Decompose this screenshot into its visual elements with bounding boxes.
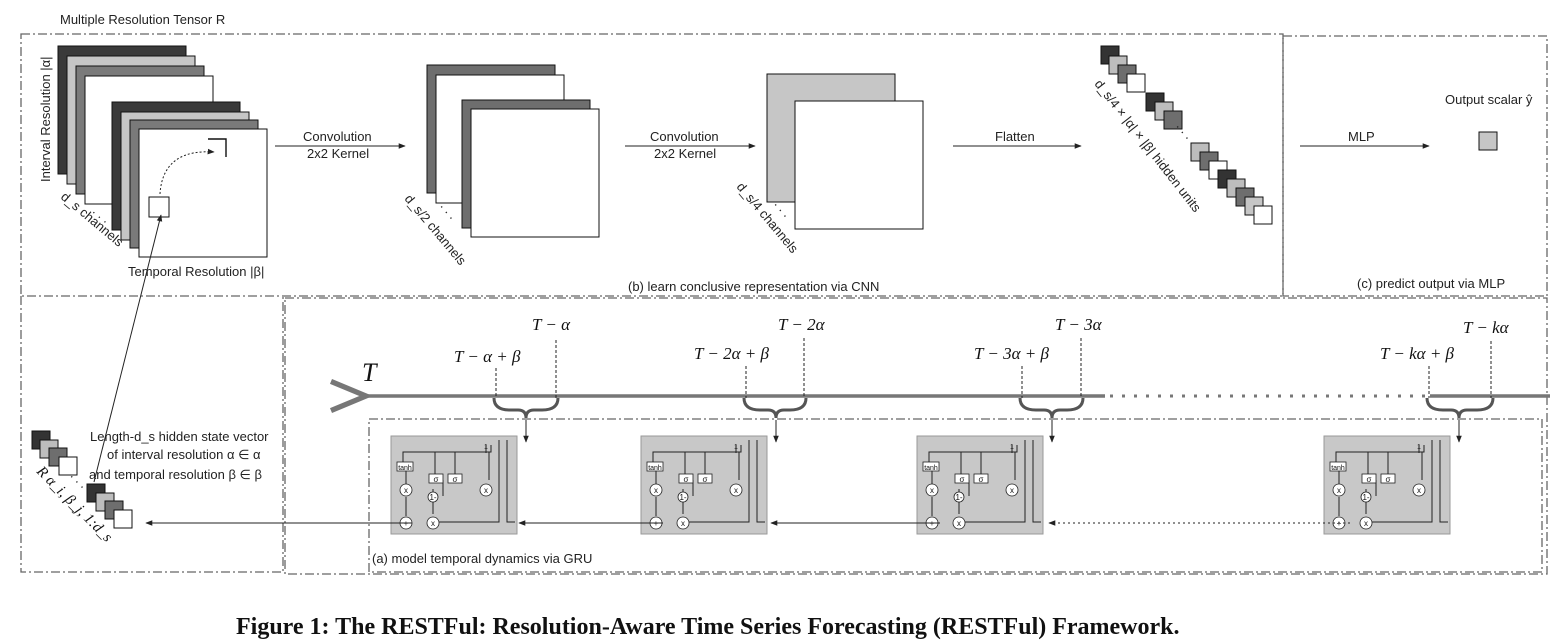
multiply-node: x: [1010, 486, 1014, 495]
multiply-node: x: [1364, 519, 1368, 528]
time-brace: [1425, 397, 1495, 419]
conv2-front-sheet: [794, 100, 924, 230]
mlp-section-border: [1282, 35, 1548, 297]
conv2-label-line1: Convolution: [650, 129, 719, 144]
time-label-top: T − 3α: [1055, 315, 1103, 334]
top-label: Multiple Resolution Tensor R: [60, 12, 225, 27]
sigma-label: σ: [684, 475, 689, 484]
mlp-block: MLP Output scalar ŷ: [1300, 92, 1533, 151]
conv2-label-line2: 2x2 Kernel: [654, 146, 716, 161]
time-label-bottom: T − 3α + β: [974, 344, 1050, 363]
mlp-label: MLP: [1348, 129, 1375, 144]
one-minus-node: 1-: [955, 493, 962, 502]
timeline-axis-label: T: [362, 358, 378, 387]
hidden-state-line1: Length-d_s hidden state vector: [90, 429, 269, 444]
sigma-label: σ: [434, 475, 439, 484]
gru-section-inner-border: [368, 418, 1543, 573]
time-label-bottom: T − α + β: [454, 347, 521, 366]
left-bracket-border: [20, 296, 284, 573]
time-label-bottom: T − kα + β: [1380, 344, 1455, 363]
multiply-node: x: [957, 519, 961, 528]
conv1-block: Convolution 2x2 Kernel d_s/2 channels . …: [275, 64, 600, 268]
tanh-label: tanh: [1331, 465, 1345, 472]
multiply-node: x: [431, 519, 435, 528]
corner-mark: [208, 138, 227, 157]
figure-caption: Figure 1: The RESTFul: Resolution-Aware …: [236, 614, 1180, 640]
multiply-node: x: [930, 486, 934, 495]
conv2-block: Convolution 2x2 Kernel d_s/4 channels . …: [625, 73, 924, 256]
tanh-label: tanh: [648, 465, 662, 472]
conv1-label-line1: Convolution: [303, 129, 372, 144]
multiply-node: x: [654, 486, 658, 495]
timeline: T: [362, 358, 1550, 396]
one-label: 1: [1417, 444, 1421, 451]
cnn-section-border: [20, 33, 1284, 297]
conv1-label-line2: 2x2 Kernel: [307, 146, 369, 161]
multiply-node: x: [734, 486, 738, 495]
sigma-label: σ: [960, 475, 965, 484]
section-borders: [20, 33, 1548, 575]
multiply-node: x: [404, 486, 408, 495]
dotted-path: [159, 148, 215, 195]
time-brace: [492, 397, 560, 419]
hidden-units-stack: . . .: [1100, 45, 1273, 225]
output-scalar-label: Output scalar ŷ: [1445, 92, 1533, 107]
section-a-label: (a) model temporal dynamics via GRU: [372, 551, 592, 566]
sigma-label: σ: [979, 475, 984, 484]
tensor-stack: Interval Resolution |α| Temporal Resolut…: [38, 45, 268, 279]
sigma-label: σ: [1367, 475, 1372, 484]
tanh-label: tanh: [398, 465, 412, 472]
flatten-block: Flatten . . . d_s/4 × |α| × |β| hidden u…: [953, 45, 1273, 225]
multiply-node: x: [484, 486, 488, 495]
hidden-to-cell-arrow: [93, 214, 163, 483]
time-brace: [742, 397, 808, 419]
hidden-state-line3: and temporal resolution β ∈ β: [89, 467, 262, 482]
time-label-top: T − α: [532, 315, 571, 334]
tanh-label: tanh: [924, 465, 938, 472]
time-group-4: T − kα T − kα + β: [1380, 318, 1510, 419]
tensor-front-sheet: [138, 128, 268, 258]
output-scalar-box: [1478, 131, 1498, 151]
gru-cells: tanhσσxx1-+x1tanhσσxx1-+x1tanhσσxx1-+x1t…: [390, 420, 1462, 535]
interval-axis-label: Interval Resolution |α|: [38, 56, 53, 182]
time-group-1: T − α T − α + β: [454, 315, 571, 419]
one-minus-node: 1-: [679, 493, 686, 502]
multiply-node: x: [1337, 486, 1341, 495]
section-b-label: (b) learn conclusive representation via …: [628, 279, 879, 294]
one-label: 1: [734, 444, 738, 451]
time-label-top: T − 2α: [778, 315, 826, 334]
gru-section-outer-border: [284, 297, 1548, 575]
sigma-label: σ: [703, 475, 708, 484]
one-label: 1: [484, 444, 488, 451]
multiply-node: x: [1417, 486, 1421, 495]
time-group-3: T − 3α T − 3α + β: [974, 315, 1103, 419]
hidden-state-line2: of interval resolution α ∈ α: [107, 447, 261, 462]
time-label-bottom: T − 2α + β: [694, 344, 770, 363]
time-group-2: T − 2α T − 2α + β: [694, 315, 826, 419]
sigma-label: σ: [1386, 475, 1391, 484]
multiply-node: x: [681, 519, 685, 528]
conv1-front-sheet: [470, 108, 600, 238]
temporal-axis-label: Temporal Resolution |β|: [128, 264, 264, 279]
section-c-label: (c) predict output via MLP: [1357, 276, 1505, 291]
time-brace: [1018, 397, 1085, 419]
one-label: 1: [1010, 444, 1014, 451]
time-label-top: T − kα: [1463, 318, 1510, 337]
flatten-label: Flatten: [995, 129, 1035, 144]
one-minus-node: 1-: [429, 493, 436, 502]
selected-cell: [148, 196, 170, 218]
one-minus-node: 1-: [1362, 493, 1369, 502]
sigma-label: σ: [453, 475, 458, 484]
